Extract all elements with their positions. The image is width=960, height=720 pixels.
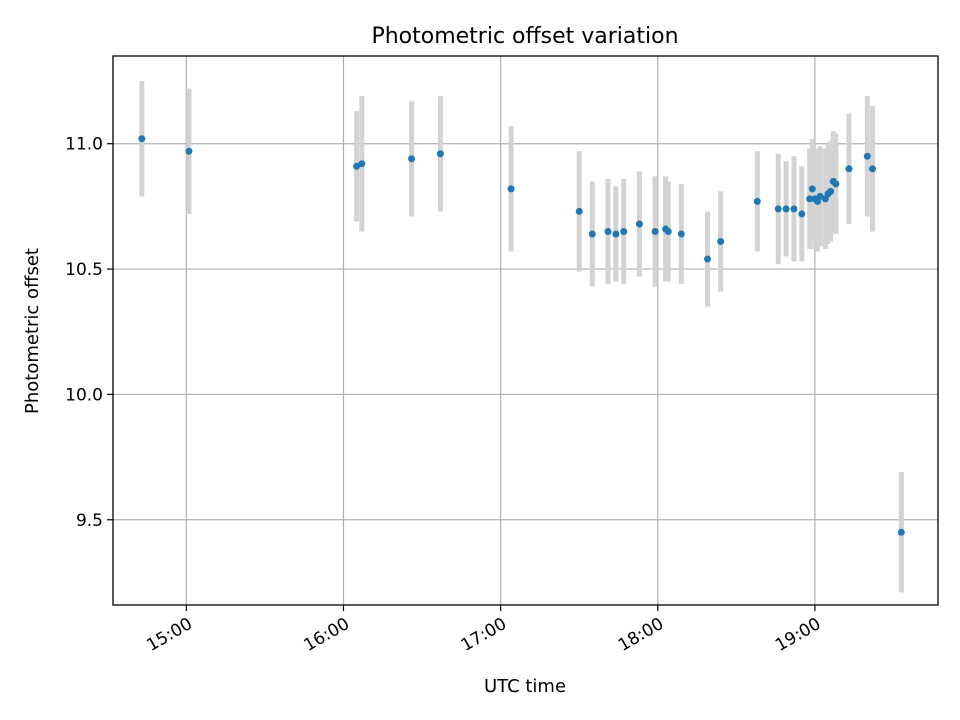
x-axis-label: UTC time <box>484 676 566 697</box>
y-tick-label: 11.0 <box>65 135 103 155</box>
data-point <box>588 230 596 238</box>
y-tick-label: 9.5 <box>76 511 103 531</box>
data-point <box>677 230 685 238</box>
data-point <box>869 165 877 173</box>
data-point <box>897 528 905 536</box>
data-point <box>704 255 712 263</box>
data-point <box>808 185 816 193</box>
data-point <box>507 185 515 193</box>
data-point <box>863 152 871 160</box>
data-point <box>832 180 840 188</box>
data-point <box>620 227 628 235</box>
y-tick-label: 10.0 <box>65 385 103 405</box>
y-tick-label: 10.5 <box>65 260 103 280</box>
data-point <box>753 197 761 205</box>
data-point <box>604 227 612 235</box>
data-point <box>774 205 782 213</box>
data-point <box>185 147 193 155</box>
data-point <box>798 210 806 218</box>
data-point <box>651 227 659 235</box>
x-tick-label: 18:00 <box>615 614 667 656</box>
data-point <box>575 207 583 215</box>
chart-title: Photometric offset variation <box>371 24 678 49</box>
x-tick-label: 16:00 <box>301 614 353 656</box>
x-tick-label: 19:00 <box>772 614 824 656</box>
point-layer <box>138 135 905 536</box>
data-point <box>408 155 416 163</box>
data-point <box>436 150 444 158</box>
data-point <box>827 187 835 195</box>
data-point <box>138 135 146 143</box>
data-point <box>635 220 643 228</box>
grid-layer <box>113 56 938 605</box>
y-axis-label: Photometric offset <box>22 248 43 414</box>
tick-layer: 15:00 16:00 17:00 18:00 19:00 9.5 10.0 10.5 11.0 <box>65 135 824 656</box>
data-point <box>353 162 361 170</box>
data-point <box>717 238 725 246</box>
data-point <box>845 165 853 173</box>
data-point <box>664 227 672 235</box>
x-tick-label: 17:00 <box>458 614 510 656</box>
data-point <box>816 192 824 200</box>
x-tick-label: 15:00 <box>143 614 195 656</box>
data-point <box>612 230 620 238</box>
data-point <box>790 205 798 213</box>
plot-frame <box>112 55 939 606</box>
data-point <box>358 160 366 168</box>
data-point <box>806 195 814 203</box>
errorbar-layer <box>139 81 904 593</box>
data-point <box>782 205 790 213</box>
